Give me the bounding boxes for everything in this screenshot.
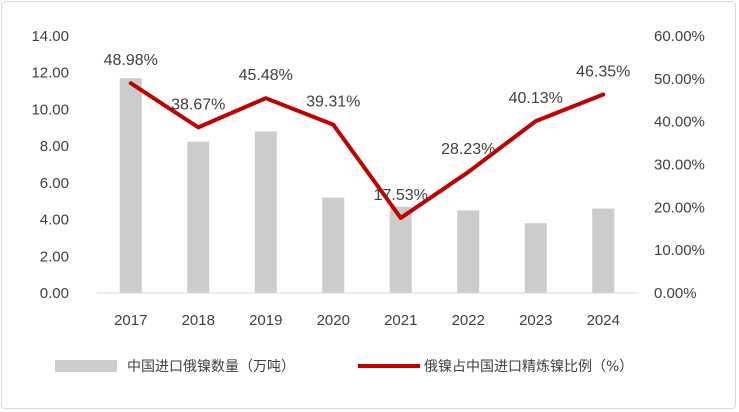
legend-bar-label: 中国进口俄镍数量（万吨） xyxy=(127,359,295,375)
data-label: 28.23% xyxy=(441,141,495,158)
x-tick-label: 2021 xyxy=(384,312,417,329)
x-tick-label: 2019 xyxy=(249,312,282,329)
right-tick-label: 30.00% xyxy=(654,157,705,174)
left-tick-label: 8.00 xyxy=(40,138,69,155)
bar-series xyxy=(119,78,615,293)
data-label: 39.31% xyxy=(306,94,360,111)
left-tick-label: 6.00 xyxy=(40,175,69,192)
data-label: 40.13% xyxy=(509,90,563,107)
right-axis: 0.00% 10.00% 20.00% 30.00% 40.00% 50.00% 60.00… xyxy=(654,28,705,302)
right-tick-label: 10.00% xyxy=(654,242,705,259)
legend-line-label: 俄镍占中国进口精炼镍比例（%） xyxy=(424,359,633,375)
bar-2022 xyxy=(457,210,480,293)
data-label: 46.35% xyxy=(576,63,630,80)
bar-2020 xyxy=(322,197,345,293)
data-label: 45.48% xyxy=(239,67,293,84)
right-tick-label: 40.00% xyxy=(654,114,705,131)
x-tick-label: 2024 xyxy=(587,312,620,329)
right-tick-label: 0.00% xyxy=(654,285,697,302)
right-tick-label: 20.00% xyxy=(654,199,705,216)
x-axis: 2017 2018 2019 2020 2021 2022 2023 2024 xyxy=(114,312,620,329)
data-label: 17.53% xyxy=(374,187,428,204)
legend-bar-swatch xyxy=(55,360,117,372)
bar-2023 xyxy=(524,223,547,293)
line-series xyxy=(128,81,606,220)
x-tick-label: 2022 xyxy=(452,312,485,329)
data-labels: 48.98% 38.67% 45.48% 39.31% 17.53% 28.23% 40.1… xyxy=(104,52,631,204)
bar-2021 xyxy=(389,206,412,293)
x-tick-label: 2023 xyxy=(519,312,552,329)
x-tick-label: 2018 xyxy=(182,312,215,329)
data-label: 38.67% xyxy=(171,96,225,113)
x-tick-label: 2020 xyxy=(317,312,350,329)
bar-2024 xyxy=(592,208,615,293)
right-tick-label: 50.00% xyxy=(654,71,705,88)
bar-2017 xyxy=(119,78,142,293)
left-tick-label: 14.00 xyxy=(31,28,69,45)
legend: 中国进口俄镍数量（万吨） 俄镍占中国进口精炼镍比例（%） xyxy=(55,359,633,375)
left-tick-label: 0.00 xyxy=(40,285,69,302)
left-tick-label: 2.00 xyxy=(40,248,69,265)
left-tick-label: 10.00 xyxy=(31,101,69,118)
left-axis: 0.00 2.00 4.00 6.00 8.00 10.00 12.00 14.00 xyxy=(31,28,69,302)
bar-2019 xyxy=(254,131,277,293)
data-label: 48.98% xyxy=(104,52,158,69)
left-tick-label: 12.00 xyxy=(31,65,69,82)
bar-2018 xyxy=(187,141,210,293)
left-tick-label: 4.00 xyxy=(40,212,69,229)
x-tick-label: 2017 xyxy=(114,312,147,329)
right-tick-label: 60.00% xyxy=(654,28,705,45)
